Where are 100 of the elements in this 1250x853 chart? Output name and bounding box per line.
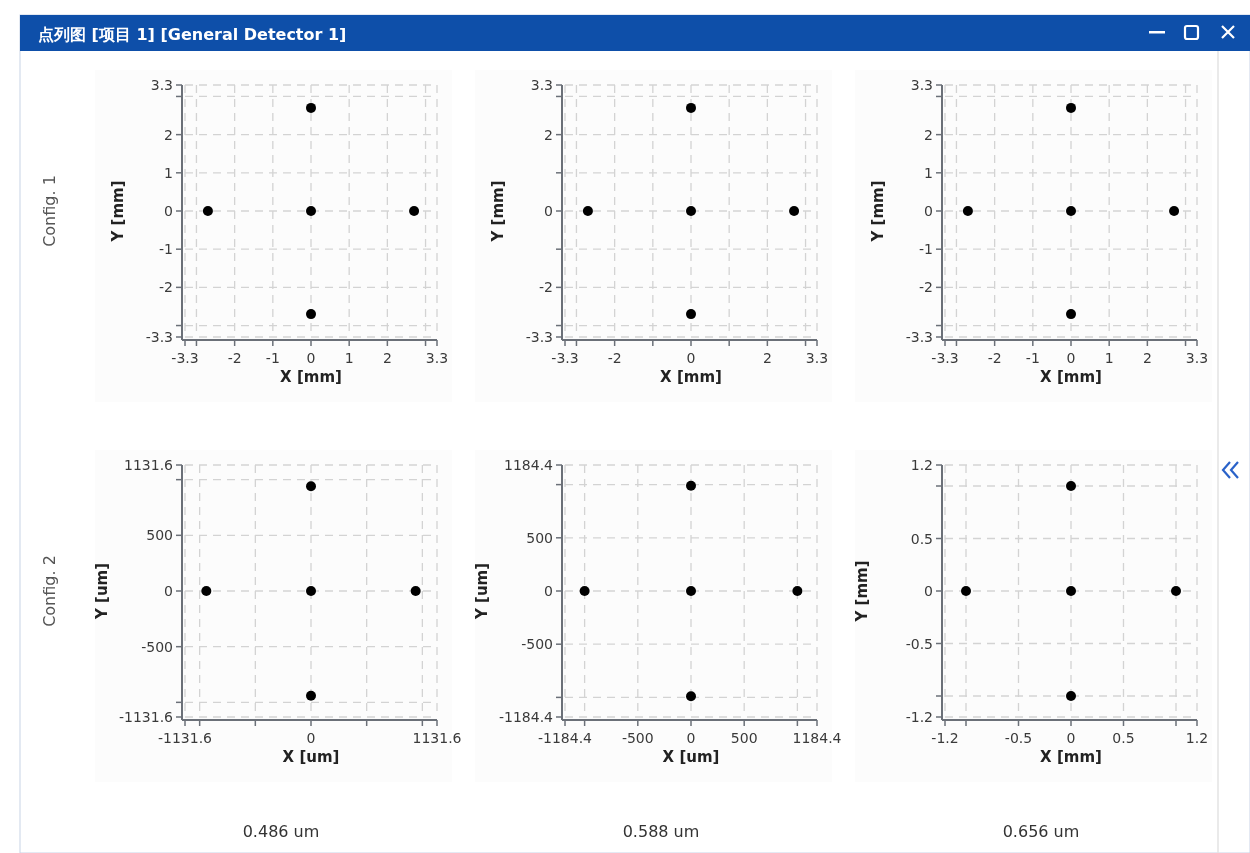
y-axis-title: Y [mm] <box>853 560 871 623</box>
point <box>1066 586 1076 596</box>
x-tick-label: -2 <box>987 350 1002 366</box>
y-tick-label: -0.5 <box>905 635 933 652</box>
y-tick-label: 1184.4 <box>504 457 554 473</box>
point <box>686 691 696 702</box>
x-tick-label: -2 <box>607 350 622 366</box>
text: Config. 2 <box>40 555 59 627</box>
y-tick-label: 1131.6 <box>124 457 174 473</box>
y-tick-label: -2 <box>539 279 553 296</box>
x-axis-title: X [um] <box>282 748 340 766</box>
y-tick-label: 500 <box>526 529 553 546</box>
x-tick-label: 0 <box>1066 350 1076 366</box>
y-tick-label: 2 <box>164 126 173 143</box>
point <box>410 586 421 596</box>
x-tick-label: 0.5 <box>1112 730 1135 746</box>
y-tick-label: 1 <box>164 164 173 181</box>
point <box>306 206 316 216</box>
point <box>201 586 212 596</box>
y-tick-label: -3.3 <box>525 329 553 345</box>
x-tick-label: 1131.6 <box>412 730 462 746</box>
point <box>1171 586 1181 596</box>
point <box>1066 309 1076 320</box>
point <box>579 586 590 596</box>
point <box>792 586 803 596</box>
point <box>789 206 800 216</box>
y-tick-label: 3.3 <box>530 77 553 93</box>
point <box>961 586 971 596</box>
y-tick-label: 0 <box>164 583 173 599</box>
x-tick-label: 3.3 <box>1185 350 1209 366</box>
y-tick-label: 500 <box>146 527 173 544</box>
y-tick-label: 3.3 <box>150 77 173 93</box>
point <box>582 206 593 216</box>
y-tick-label: -2 <box>159 279 173 296</box>
y-tick-label: -2 <box>919 279 933 296</box>
point <box>202 206 213 216</box>
x-axis-title: X [mm] <box>280 368 342 386</box>
y-tick-label: -500 <box>141 638 173 655</box>
point <box>686 309 696 320</box>
y-tick-label: -3.3 <box>145 329 173 345</box>
x-axis-title: X [um] <box>662 748 720 766</box>
x-tick-label: -1 <box>265 350 280 366</box>
text: Config. 1 <box>40 175 59 247</box>
text: 0.486 um <box>242 822 320 841</box>
x-tick-label: 0 <box>686 350 696 366</box>
x-tick-label: 3.3 <box>805 350 829 366</box>
y-tick-label: -1 <box>919 241 933 258</box>
y-axis-title: Y [mm] <box>869 180 887 243</box>
y-tick-label: -1.2 <box>905 709 933 725</box>
point <box>962 206 973 216</box>
y-tick-label: 3.3 <box>910 77 933 93</box>
y-tick-label: 0 <box>544 203 553 219</box>
y-axis-title: Y [um] <box>93 562 111 621</box>
point <box>306 481 316 492</box>
y-tick-label: -1131.6 <box>118 709 174 725</box>
x-tick-label: 2 <box>382 350 392 366</box>
point <box>1066 102 1076 113</box>
x-tick-label: 1 <box>344 350 354 366</box>
y-tick-label: 0 <box>924 583 933 599</box>
x-tick-label: 0 <box>686 730 696 746</box>
x-tick-label: 3.3 <box>425 350 449 366</box>
point <box>686 206 696 216</box>
y-tick-label: -500 <box>521 636 553 653</box>
x-axis-title: X [mm] <box>660 368 722 386</box>
point <box>409 206 420 216</box>
y-tick-label: 0 <box>544 583 553 599</box>
point <box>686 102 696 113</box>
x-axis-title: X [mm] <box>1040 368 1102 386</box>
y-tick-label: 0.5 <box>910 530 933 547</box>
y-tick-label: 2 <box>924 126 933 143</box>
x-tick-label: -2 <box>227 350 242 366</box>
x-tick-label: 0 <box>306 730 316 746</box>
point <box>1066 691 1076 701</box>
y-axis-title: Y [um] <box>473 562 491 621</box>
x-tick-label: 1.2 <box>1185 730 1209 746</box>
point <box>686 586 696 596</box>
point <box>1066 481 1076 491</box>
point <box>686 480 696 491</box>
y-tick-label: 1 <box>924 164 933 181</box>
x-tick-label: -1 <box>1025 350 1040 366</box>
x-tick-label: 1 <box>1104 350 1114 366</box>
y-tick-label: -1 <box>159 241 173 258</box>
text: 0.656 um <box>1002 822 1080 841</box>
x-tick-label: 500 <box>730 730 758 746</box>
x-tick-label: -0.5 <box>1004 730 1033 746</box>
x-axis-title: X [mm] <box>1040 748 1102 766</box>
y-tick-label: 2 <box>544 126 553 143</box>
point <box>306 102 316 113</box>
point <box>1066 206 1076 216</box>
point <box>1169 206 1180 216</box>
y-tick-label: 1.2 <box>910 457 933 473</box>
point <box>306 586 316 596</box>
y-tick-label: -1184.4 <box>498 709 554 725</box>
x-tick-label: -500 <box>621 730 654 746</box>
y-tick-label: 0 <box>164 203 173 219</box>
chart-title: 点列图 [项目 1] [General Detector 1] <box>38 25 347 44</box>
y-axis-title: Y [mm] <box>109 180 127 243</box>
x-tick-label: 2 <box>1142 350 1152 366</box>
text: 0.588 um <box>622 822 700 841</box>
point <box>306 690 316 701</box>
